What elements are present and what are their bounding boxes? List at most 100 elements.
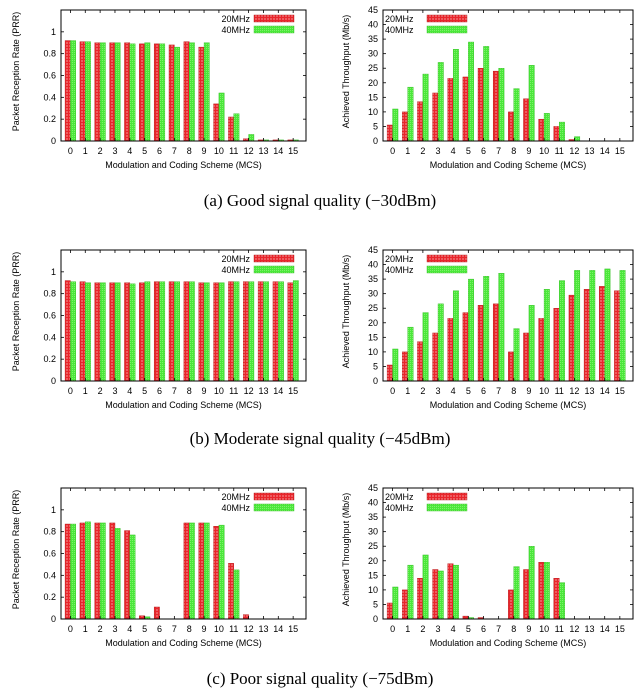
xtick-label: 9 <box>526 386 531 396</box>
xtick-label: 13 <box>585 146 595 156</box>
plot-frame <box>60 9 307 142</box>
bar-20mhz-mcs10 <box>538 562 545 620</box>
bar-20mhz-mcs3 <box>432 92 439 142</box>
legend-label-20mhz: 20MHz <box>385 14 414 24</box>
bar-40mhz-mcs3 <box>437 303 444 382</box>
xtick-label: 1 <box>405 386 410 396</box>
ytick-label: 0 <box>51 136 56 146</box>
bar-40mhz-mcs0 <box>392 348 399 382</box>
bar-40mhz-mcs9 <box>203 42 210 142</box>
bar-20mhz-mcs14 <box>599 286 605 382</box>
charts-group: 00.20.40.60.810 1 2 3 4 5 6 7 8 9 10 11 12 13 14 15Modu… <box>11 5 634 648</box>
bar-20mhz-mcs4 <box>447 563 454 620</box>
bar-40mhz-mcs7 <box>498 68 505 142</box>
bar-40mhz-mcs10 <box>543 113 550 142</box>
xtick-label: 10 <box>214 624 224 634</box>
xtick-label: 2 <box>98 624 103 634</box>
bar-20mhz-mcs5 <box>139 43 145 142</box>
bar-20mhz-mcs8 <box>183 522 190 620</box>
bar-40mhz-mcs5 <box>468 41 474 142</box>
bar-40mhz-mcs10 <box>218 524 225 620</box>
bar-20mhz-mcs15 <box>287 282 294 382</box>
bar-20mhz-mcs12 <box>243 614 249 620</box>
legend-swatch-40mhz <box>253 265 295 274</box>
bar-20mhz-mcs6 <box>153 281 160 382</box>
xtick-label: 6 <box>481 624 486 634</box>
bar-20mhz-mcs13 <box>583 289 590 382</box>
xtick-label: 12 <box>244 146 254 156</box>
bar-40mhz-mcs12 <box>574 136 581 142</box>
bar-40mhz-mcs12 <box>574 270 581 382</box>
bar-20mhz-mcs2 <box>417 341 424 382</box>
ytick-label: 5 <box>373 361 378 371</box>
bar-20mhz-mcs6 <box>477 68 484 142</box>
caption-b: (b) Moderate signal quality (−45dBm) <box>190 429 451 448</box>
bar-40mhz-mcs7 <box>498 273 505 382</box>
ytick-label: 25 <box>368 303 378 313</box>
bar-40mhz-mcs8 <box>189 281 195 382</box>
xtick-label: 0 <box>390 146 395 156</box>
bar-40mhz-mcs1 <box>85 41 91 142</box>
bar-40mhz-mcs0 <box>392 108 399 142</box>
xtick-label: 9 <box>202 386 207 396</box>
ytick-label: 45 <box>368 5 378 15</box>
bar-20mhz-mcs3 <box>432 332 439 382</box>
bar-40mhz-mcs2 <box>422 554 429 620</box>
xtick-label: 6 <box>481 386 486 396</box>
xtick-label: 0 <box>390 624 395 634</box>
bar-40mhz-mcs3 <box>114 282 121 382</box>
bar-20mhz-mcs2 <box>94 42 101 142</box>
x-axis-label: Modulation and Coding Scheme (MCS) <box>430 160 587 170</box>
bar-40mhz-mcs14 <box>278 281 284 382</box>
xtick-label: 3 <box>112 624 117 634</box>
chart-c-left: 00.20.40.60.810 1 2 3 4 5 6 7 8 9 10 11 12 13 14 15Modu… <box>11 487 307 648</box>
xtick-label: 6 <box>157 386 162 396</box>
xtick-label: 0 <box>68 624 73 634</box>
ytick-label: 0 <box>373 376 378 386</box>
xtick-label: 15 <box>288 146 298 156</box>
ytick-label: 45 <box>368 245 378 255</box>
bar-20mhz-mcs15 <box>614 290 621 382</box>
bar-40mhz-mcs1 <box>85 521 91 620</box>
bar-40mhz-mcs0 <box>70 40 76 142</box>
xtick-label: 9 <box>526 624 531 634</box>
y-axis-label: Achieved Throughput (Mb/s) <box>341 493 351 606</box>
xtick-label: 7 <box>496 624 501 634</box>
bar-40mhz-mcs8 <box>189 522 195 620</box>
xtick-label: 9 <box>526 146 531 156</box>
bar-40mhz-mcs3 <box>437 62 444 142</box>
bar-40mhz-mcs4 <box>452 564 459 620</box>
legend-label-40mhz: 40MHz <box>385 25 414 35</box>
bar-20mhz-mcs1 <box>402 351 408 382</box>
ytick-label: 0 <box>51 376 56 386</box>
bar-40mhz-mcs4 <box>452 290 459 382</box>
bar-20mhz-mcs6 <box>153 606 160 620</box>
xtick-label: 12 <box>244 624 254 634</box>
ytick-label: 1 <box>51 27 56 37</box>
bar-20mhz-mcs9 <box>523 98 530 142</box>
bar-20mhz-mcs3 <box>109 282 116 382</box>
xtick-label: 6 <box>157 146 162 156</box>
bar-20mhz-mcs6 <box>477 305 484 382</box>
ytick-label: 35 <box>368 274 378 284</box>
bar-20mhz-mcs3 <box>109 42 116 142</box>
xtick-label: 11 <box>555 386 564 396</box>
bar-40mhz-mcs13 <box>263 281 270 382</box>
ytick-label: 35 <box>368 512 378 522</box>
plot-frame <box>382 487 634 620</box>
bar-20mhz-mcs0 <box>386 124 393 142</box>
xtick-label: 8 <box>187 386 192 396</box>
xtick-label: 7 <box>172 624 177 634</box>
xtick-label: 10 <box>214 386 224 396</box>
bar-40mhz-mcs4 <box>129 534 136 620</box>
ytick-label: 45 <box>368 483 378 493</box>
xtick-label: 5 <box>142 624 147 634</box>
bar-20mhz-mcs10 <box>213 526 220 620</box>
bar-20mhz-mcs0 <box>386 602 393 620</box>
bar-40mhz-mcs2 <box>422 73 429 142</box>
bar-20mhz-mcs8 <box>508 589 514 620</box>
ytick-label: 25 <box>368 541 378 551</box>
x-axis-label: Modulation and Coding Scheme (MCS) <box>430 638 587 648</box>
